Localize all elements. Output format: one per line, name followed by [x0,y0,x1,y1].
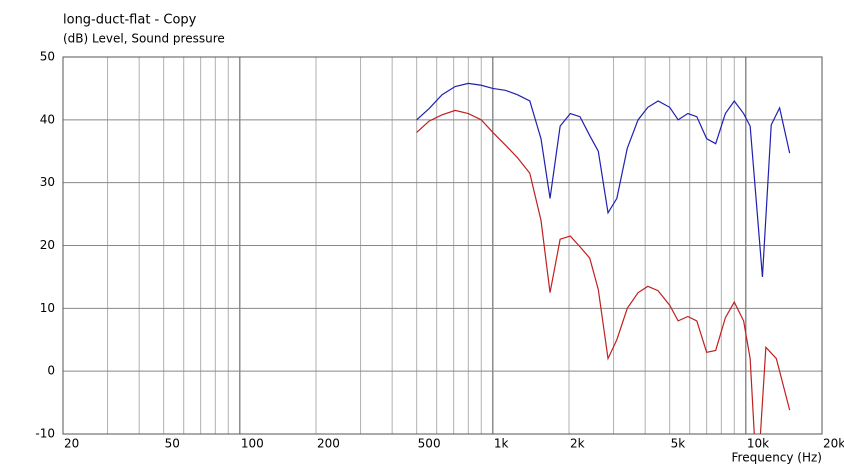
y-tick-label: 40 [40,112,55,126]
y-tick-label: 50 [40,50,55,64]
x-tick-label: 5k [671,437,686,451]
x-tick-label: 20k [823,437,844,451]
plot-frame [62,56,823,435]
x-tick-label: 500 [418,437,441,451]
chart-title: long-duct-flat - Copy [63,13,197,28]
y-tick-label: 0 [47,364,55,378]
series-line [416,109,791,434]
x-tick-label: 1k [494,437,509,451]
y-tick-label: 10 [40,301,55,315]
x-tick-label: 50 [165,437,180,451]
chart-subtitle: (dB) Level, Sound pressure [63,32,225,46]
x-tick-label: 20 [64,437,79,451]
x-tick-label: 100 [241,437,264,451]
x-tick-label: 2k [570,437,585,451]
plot-lines [416,82,791,434]
y-tick-label: 30 [40,175,55,189]
x-tick-label: 10k [747,437,769,451]
series-line [416,82,791,277]
y-tick-label: -10 [35,427,55,441]
x-tick-label: 200 [317,437,340,451]
y-tick-label: 20 [40,238,55,252]
grid [62,56,823,435]
x-axis-label: Frequency (Hz) [732,451,823,465]
